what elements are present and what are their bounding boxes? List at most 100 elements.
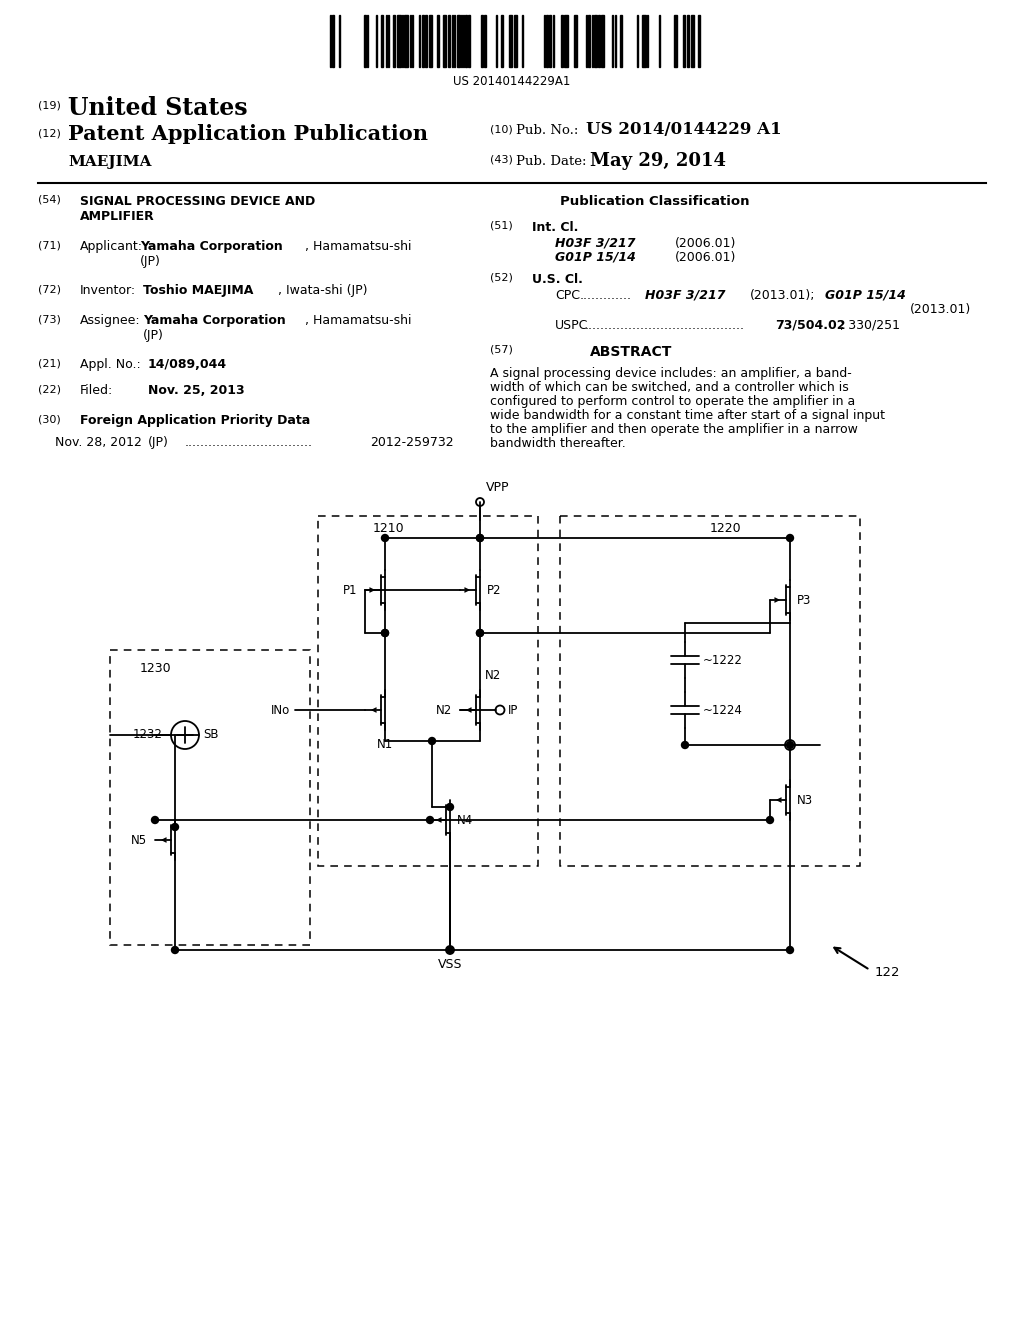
Text: May 29, 2014: May 29, 2014 [590, 152, 726, 170]
Text: AMPLIFIER: AMPLIFIER [80, 210, 155, 223]
Text: , Hamamatsu-shi: , Hamamatsu-shi [305, 314, 412, 327]
Bar [691, 15, 694, 67]
Circle shape [382, 630, 388, 636]
Text: 1230: 1230 [140, 663, 172, 675]
Circle shape [428, 738, 435, 744]
Bar [560, 516, 860, 866]
Text: Yamaha Corporation: Yamaha Corporation [140, 240, 283, 253]
Text: , Iwata-shi (JP): , Iwata-shi (JP) [278, 284, 368, 297]
Text: (JP): (JP) [140, 255, 161, 268]
Bar [393, 15, 395, 67]
Bar [594, 15, 597, 67]
Bar [449, 15, 450, 67]
Text: Filed:: Filed: [80, 384, 114, 397]
Text: (22): (22) [38, 384, 61, 393]
Bar [404, 15, 408, 67]
Text: N3: N3 [797, 793, 813, 807]
Text: (2013.01);: (2013.01); [750, 289, 815, 302]
Text: bandwidth thereafter.: bandwidth thereafter. [490, 437, 626, 450]
Text: to the amplifier and then operate the amplifier in a narrow: to the amplifier and then operate the am… [490, 422, 858, 436]
Bar [364, 15, 366, 67]
Bar [425, 15, 427, 67]
Text: ~1222: ~1222 [703, 653, 742, 667]
Text: (30): (30) [38, 414, 60, 424]
Bar [514, 15, 517, 67]
Text: Nov. 28, 2012: Nov. 28, 2012 [55, 436, 142, 449]
Text: 2012-259732: 2012-259732 [370, 436, 454, 449]
Bar [683, 15, 685, 67]
Text: IP: IP [508, 704, 518, 717]
Text: (52): (52) [490, 273, 513, 282]
Text: ................................: ................................ [185, 436, 313, 449]
Text: P2: P2 [487, 583, 502, 597]
Text: (54): (54) [38, 195, 60, 205]
Text: (72): (72) [38, 284, 61, 294]
Text: Appl. No.:: Appl. No.: [80, 358, 140, 371]
Text: 122: 122 [874, 966, 900, 979]
Text: Patent Application Publication: Patent Application Publication [68, 124, 428, 144]
Text: ~1224: ~1224 [703, 704, 742, 717]
Circle shape [786, 535, 794, 541]
Text: , Hamamatsu-shi: , Hamamatsu-shi [305, 240, 412, 253]
Bar [588, 15, 590, 67]
Text: (19): (19) [38, 100, 60, 110]
Bar [546, 15, 548, 67]
Circle shape [382, 535, 388, 541]
Text: G01P 15/14: G01P 15/14 [555, 251, 636, 264]
Text: CPC: CPC [555, 289, 580, 302]
Text: (JP): (JP) [143, 329, 164, 342]
Text: (12): (12) [38, 128, 60, 139]
Text: (71): (71) [38, 240, 60, 249]
Bar [564, 15, 568, 67]
Bar [598, 15, 600, 67]
Text: ; 330/251: ; 330/251 [840, 319, 900, 333]
Text: (51): (51) [490, 220, 513, 231]
Bar [549, 15, 551, 67]
Bar [484, 15, 486, 67]
Circle shape [446, 946, 454, 953]
Bar [443, 15, 446, 67]
Text: Assignee:: Assignee: [80, 314, 140, 327]
Text: N2: N2 [485, 669, 502, 682]
Circle shape [446, 946, 454, 953]
Bar [509, 15, 512, 67]
Text: 1232: 1232 [133, 729, 163, 742]
Bar [318, 516, 538, 866]
Text: (73): (73) [38, 314, 60, 323]
Text: Inventor:: Inventor: [80, 284, 136, 297]
Bar [501, 15, 503, 67]
Circle shape [171, 824, 178, 830]
Text: Nov. 25, 2013: Nov. 25, 2013 [148, 384, 245, 397]
Text: N1: N1 [377, 738, 393, 751]
Text: width of which can be switched, and a controller which is: width of which can be switched, and a co… [490, 381, 849, 393]
Bar [468, 15, 470, 67]
Text: INo: INo [270, 704, 290, 717]
Text: (JP): (JP) [148, 436, 169, 449]
Text: P1: P1 [342, 583, 357, 597]
Bar [332, 15, 334, 67]
Text: (10): (10) [490, 124, 513, 135]
Circle shape [427, 817, 433, 824]
Text: Publication Classification: Publication Classification [560, 195, 750, 209]
Text: P3: P3 [797, 594, 811, 606]
Bar [674, 15, 677, 67]
Text: H03F 3/217: H03F 3/217 [645, 289, 725, 302]
Circle shape [682, 742, 688, 748]
Text: (43): (43) [490, 154, 513, 165]
Bar [422, 15, 424, 67]
Bar [620, 15, 622, 67]
Text: 1210: 1210 [373, 521, 404, 535]
Text: configured to perform control to operate the amplifier in a: configured to perform control to operate… [490, 395, 855, 408]
Text: 1220: 1220 [710, 521, 741, 535]
Bar [465, 15, 467, 67]
Text: USPC: USPC [555, 319, 589, 333]
Text: Applicant:: Applicant: [80, 240, 143, 253]
Text: (2013.01): (2013.01) [910, 304, 971, 315]
Text: G01P 15/14: G01P 15/14 [825, 289, 906, 302]
Bar [437, 15, 439, 67]
Text: Pub. No.:: Pub. No.: [516, 124, 579, 137]
Text: ........................................: ........................................ [585, 319, 745, 333]
Text: N2: N2 [436, 704, 452, 717]
Text: (21): (21) [38, 358, 60, 368]
Bar [429, 15, 432, 67]
